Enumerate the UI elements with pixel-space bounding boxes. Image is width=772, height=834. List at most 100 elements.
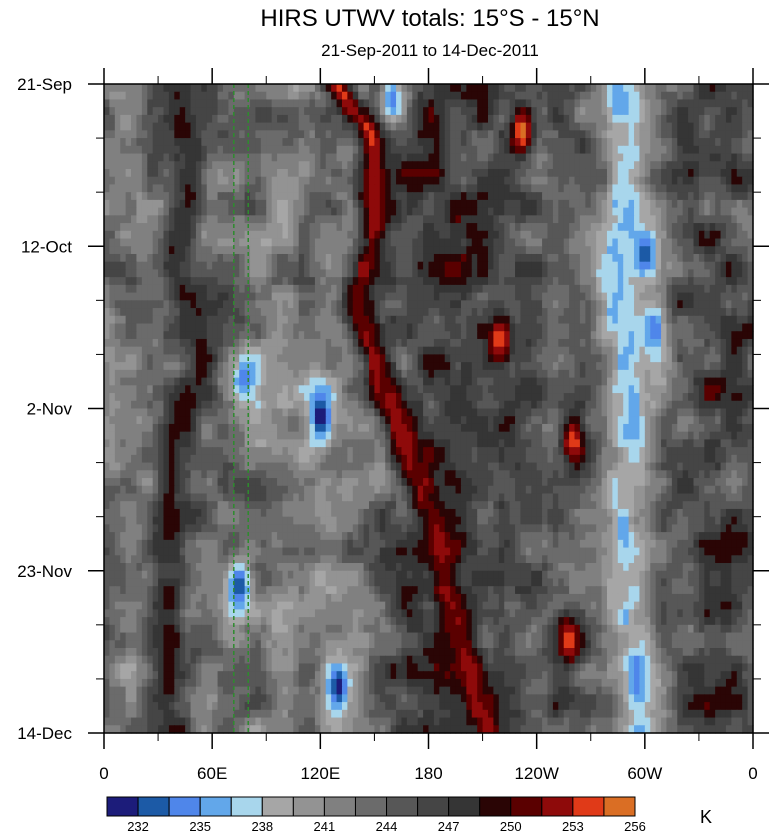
heatmap-cell: [536, 145, 543, 155]
heatmap-cell: [152, 362, 159, 371]
heatmap-cell: [217, 168, 224, 178]
heatmap-cell: [369, 192, 376, 201]
heatmap-cell: [379, 277, 386, 286]
heatmap-cell: [590, 354, 597, 363]
heatmap-cell: [682, 323, 689, 332]
heatmap-cell: [428, 354, 435, 363]
heatmap-cell: [460, 292, 467, 301]
heatmap-cell: [612, 184, 619, 193]
heatmap-cell: [201, 215, 208, 224]
heatmap-cell: [720, 253, 727, 263]
heatmap-cell: [390, 99, 397, 108]
heatmap-cell: [644, 114, 651, 124]
heatmap-cell: [412, 130, 419, 139]
heatmap-cell: [320, 99, 327, 108]
heatmap-cell: [147, 184, 154, 193]
heatmap-cell: [698, 176, 705, 186]
heatmap-cell: [217, 199, 224, 209]
heatmap-cell: [671, 292, 678, 301]
heatmap-cell: [677, 184, 684, 193]
heatmap-cell: [601, 153, 608, 162]
heatmap-cell: [590, 393, 597, 402]
heatmap-cell: [590, 91, 597, 101]
heatmap-cell: [206, 138, 213, 147]
heatmap-cell: [314, 84, 321, 93]
heatmap-cell: [109, 238, 116, 247]
heatmap-cell: [417, 238, 424, 247]
heatmap-cell: [109, 138, 116, 147]
heatmap-cell: [547, 122, 554, 131]
heatmap-cell: [482, 315, 489, 325]
heatmap-cell: [168, 230, 175, 240]
heatmap-cell: [212, 354, 219, 363]
heatmap-cell: [520, 161, 527, 170]
heatmap-cell: [444, 377, 451, 386]
heatmap-cell: [385, 192, 392, 201]
heatmap-cell: [266, 393, 273, 402]
heatmap-cell: [639, 362, 646, 371]
heatmap-cell: [401, 246, 408, 255]
heatmap-cell: [525, 161, 532, 170]
heatmap-cell: [601, 246, 608, 255]
heatmap-cell: [331, 161, 338, 170]
heatmap-cell: [114, 161, 121, 170]
heatmap-cell: [222, 84, 229, 93]
heatmap-cell: [201, 223, 208, 232]
heatmap-cell: [601, 377, 608, 386]
heatmap-cell: [396, 238, 403, 247]
heatmap-cell: [520, 91, 527, 101]
heatmap-cell: [547, 99, 554, 108]
heatmap-cell: [341, 261, 348, 271]
heatmap-cell: [515, 223, 522, 232]
heatmap-cell: [114, 284, 121, 294]
heatmap-cell: [390, 400, 397, 410]
heatmap-cell: [168, 199, 175, 209]
heatmap-cell: [542, 354, 549, 363]
heatmap-cell: [725, 331, 732, 340]
heatmap-cell: [298, 308, 305, 317]
heatmap-cell: [547, 130, 554, 139]
heatmap-cell: [590, 253, 597, 263]
heatmap-cell: [466, 192, 473, 201]
heatmap-cell: [525, 261, 532, 271]
heatmap-cell: [558, 362, 565, 371]
heatmap-cell: [163, 107, 170, 116]
heatmap-cell: [255, 385, 262, 394]
heatmap-cell: [482, 331, 489, 340]
heatmap-cell: [260, 253, 267, 263]
heatmap-cell: [623, 246, 630, 255]
heatmap-cell: [104, 207, 111, 216]
heatmap-cell: [433, 168, 440, 178]
heatmap-cell: [120, 122, 127, 131]
heatmap-cell: [704, 292, 711, 301]
heatmap-cell: [569, 269, 576, 278]
heatmap-cell: [574, 331, 581, 340]
heatmap-cell: [623, 253, 630, 263]
heatmap-cell: [704, 138, 711, 147]
heatmap-cell: [579, 315, 586, 325]
heatmap-cell: [390, 393, 397, 402]
heatmap-cell: [612, 238, 619, 247]
heatmap-cell: [460, 192, 467, 201]
heatmap-cell: [709, 393, 716, 402]
heatmap-cell: [628, 393, 635, 402]
heatmap-cell: [304, 184, 311, 193]
heatmap-cell: [141, 138, 148, 147]
heatmap-cell: [125, 385, 132, 394]
heatmap-cell: [487, 346, 494, 356]
heatmap-cell: [401, 199, 408, 209]
heatmap-cell: [287, 277, 294, 286]
heatmap-cell: [428, 400, 435, 410]
heatmap-cell: [579, 153, 586, 162]
heatmap-cell: [320, 122, 327, 131]
heatmap-cell: [147, 91, 154, 101]
heatmap-cell: [644, 338, 651, 348]
heatmap-cell: [542, 362, 549, 371]
heatmap-cell: [314, 168, 321, 178]
heatmap-cell: [266, 114, 273, 124]
heatmap-cell: [271, 284, 278, 294]
heatmap-cell: [747, 199, 754, 209]
heatmap-cell: [666, 168, 673, 178]
heatmap-cell: [428, 215, 435, 224]
heatmap-cell: [736, 323, 743, 332]
